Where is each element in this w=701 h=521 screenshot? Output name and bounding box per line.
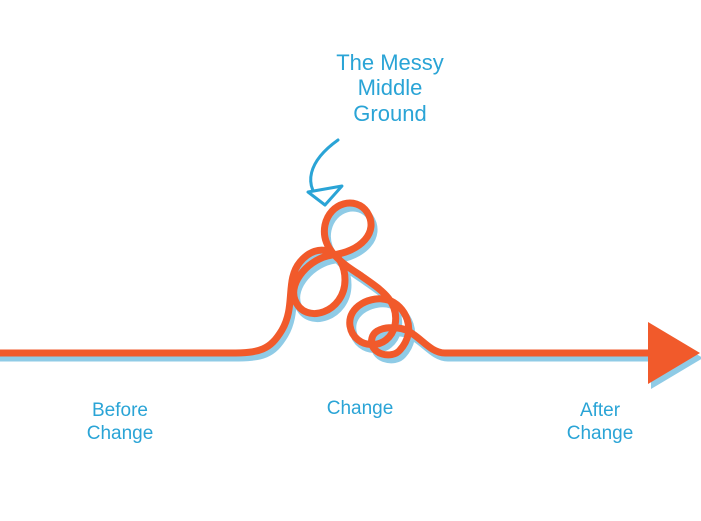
label-change: Change bbox=[290, 398, 430, 421]
pointer-arrow bbox=[308, 140, 342, 205]
diagram-stage: The Messy Middle Ground Before Change Ch… bbox=[0, 0, 701, 521]
squiggle-shadow bbox=[0, 208, 701, 389]
label-before-change: Before Change bbox=[65, 400, 175, 446]
label-after-change: After Change bbox=[545, 400, 655, 446]
title-text: The Messy Middle Ground bbox=[310, 50, 470, 126]
